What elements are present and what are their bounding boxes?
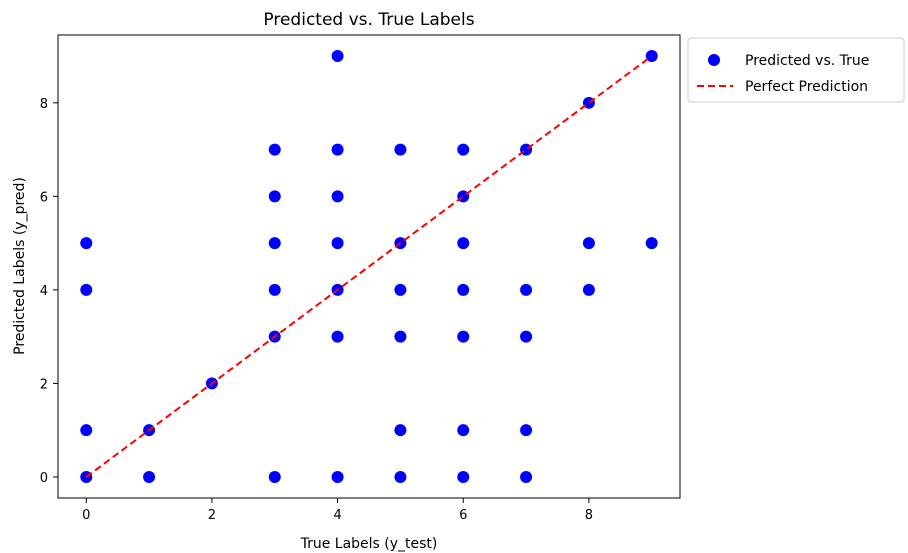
scatter-point bbox=[268, 143, 281, 156]
scatter-point bbox=[457, 330, 470, 343]
scatter-point bbox=[331, 237, 344, 250]
x-tick-label: 0 bbox=[82, 508, 90, 523]
scatter-point bbox=[331, 143, 344, 156]
y-axis: 0 2 4 6 8 bbox=[40, 97, 58, 486]
legend-marker-predicted bbox=[708, 54, 720, 66]
scatter-point bbox=[394, 143, 407, 156]
perfect-prediction-line bbox=[85, 55, 653, 478]
scatter-point bbox=[394, 283, 407, 296]
scatter-point bbox=[331, 470, 344, 483]
x-tick-label: 2 bbox=[208, 508, 216, 523]
scatter-point bbox=[143, 470, 156, 483]
scatter-point bbox=[457, 424, 470, 437]
scatter-point bbox=[582, 283, 595, 296]
x-tick-label: 4 bbox=[333, 508, 341, 523]
scatter-point bbox=[268, 237, 281, 250]
scatter-point bbox=[520, 283, 533, 296]
scatter-point bbox=[331, 330, 344, 343]
scatter-point bbox=[80, 424, 93, 437]
legend-entry-predicted: Predicted vs. True bbox=[745, 53, 869, 69]
scatter-point bbox=[394, 470, 407, 483]
legend-frame bbox=[687, 37, 905, 103]
scatter-point bbox=[645, 237, 658, 250]
scatter-point bbox=[394, 330, 407, 343]
y-tick-label: 4 bbox=[40, 284, 48, 299]
scatter-point bbox=[520, 330, 533, 343]
legend: Predicted vs. True Perfect Prediction bbox=[687, 37, 905, 103]
y-tick-label: 0 bbox=[40, 471, 48, 486]
scatter-point bbox=[80, 237, 93, 250]
scatter-point bbox=[520, 424, 533, 437]
scatter-point bbox=[394, 424, 407, 437]
x-axis: 0 2 4 6 8 bbox=[82, 498, 593, 523]
scatter-point bbox=[331, 190, 344, 203]
scatter-point bbox=[457, 470, 470, 483]
x-axis-label: True Labels (y_test) bbox=[300, 536, 438, 552]
scatter-point bbox=[520, 470, 533, 483]
y-tick-label: 2 bbox=[40, 377, 48, 392]
y-tick-label: 8 bbox=[40, 97, 48, 112]
scatter-point bbox=[268, 283, 281, 296]
scatter-point bbox=[331, 50, 344, 63]
legend-entry-perfect: Perfect Prediction bbox=[745, 79, 868, 95]
scatter-point bbox=[457, 283, 470, 296]
chart-title: Predicted vs. True Labels bbox=[263, 10, 474, 30]
x-tick-label: 6 bbox=[459, 508, 467, 523]
y-tick-label: 6 bbox=[40, 190, 48, 205]
scatter-point bbox=[582, 237, 595, 250]
y-axis-label: Predicted Labels (y_pred) bbox=[12, 177, 28, 355]
scatter-point bbox=[457, 143, 470, 156]
scatter-point bbox=[80, 283, 93, 296]
scatter-point bbox=[268, 470, 281, 483]
scatter-point bbox=[645, 50, 658, 63]
plot-area bbox=[57, 34, 681, 499]
scatter-point bbox=[268, 190, 281, 203]
x-tick-label: 8 bbox=[585, 508, 593, 523]
plot-marks bbox=[80, 50, 658, 483]
scatter-point bbox=[457, 237, 470, 250]
